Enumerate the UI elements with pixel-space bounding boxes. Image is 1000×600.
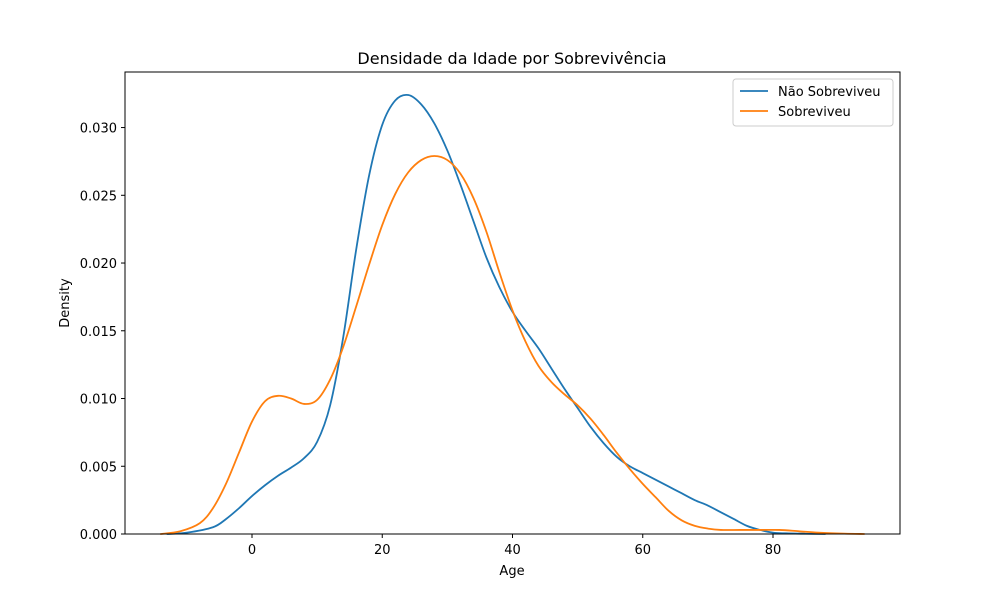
x-tick-label: 40 [504,543,521,558]
x-tick-label: 0 [248,543,256,558]
y-axis-title: Density [58,278,73,328]
plot-area [159,93,866,535]
legend: Não Sobreviveu Sobreviveu [732,78,894,127]
y-tick-label: 0.030 [80,122,117,137]
y-tick-label: 0.020 [80,257,117,272]
chart-title: Densidade da Idade por Sobrevivência [357,49,666,68]
y-tick-label: 0.025 [80,189,117,204]
legend-box [732,78,894,127]
y-tick-label: 0.000 [80,528,117,543]
series-line-1 [166,93,827,535]
legend-label: Sobreviveu [778,105,851,120]
x-tick-label: 20 [374,543,391,558]
x-axis-title: Age [499,564,524,579]
x-tick-label: 60 [634,543,651,558]
axis-ticks: 0 20 40 60 80 0.000 0.005 0.010 0.015 0.020 0.025 0… [80,122,781,558]
series-line-2 [159,155,866,535]
legend-label: Não Sobreviveu [778,85,881,100]
plot-frame [124,71,901,535]
y-tick-label: 0.005 [80,460,117,475]
y-tick-label: 0.010 [80,393,117,408]
x-tick-label: 80 [765,543,782,558]
y-tick-label: 0.015 [80,325,117,340]
